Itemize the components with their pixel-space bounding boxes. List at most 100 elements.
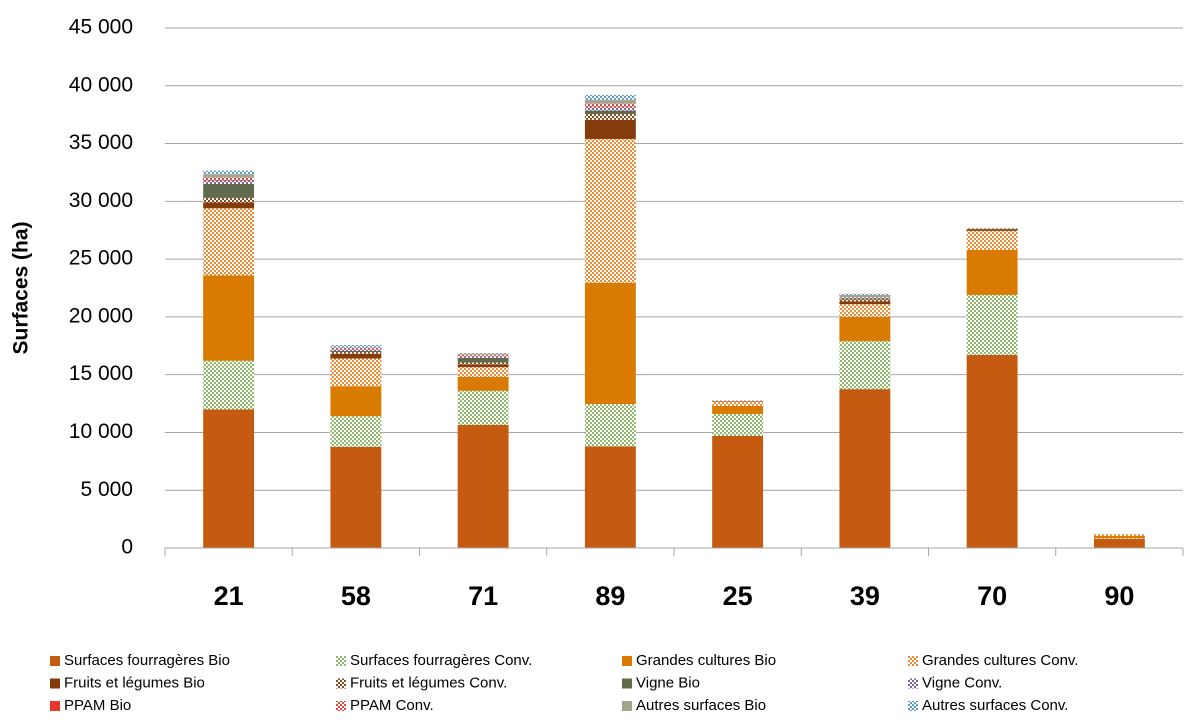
y-tick-label: 35 000 xyxy=(69,131,133,154)
bar-segment xyxy=(1093,534,1145,536)
bar-segment xyxy=(457,367,509,377)
y-tick-label: 45 000 xyxy=(69,16,133,39)
bar-segment xyxy=(839,316,891,342)
legend-label: Autres surfaces Bio xyxy=(636,697,766,714)
bar-segment xyxy=(203,360,255,410)
legend-label: Surfaces fourragères Bio xyxy=(64,652,230,669)
bar-segment xyxy=(330,446,382,548)
legend-swatch xyxy=(622,678,632,689)
legend-swatch xyxy=(50,656,60,666)
legend-label: Fruits et légumes Conv. xyxy=(350,674,507,691)
bar-segment xyxy=(584,138,636,283)
x-tick-label: 25 xyxy=(723,581,753,611)
bar-segment xyxy=(1093,538,1145,539)
bar-segment xyxy=(839,389,891,548)
legend-label: Autres surfaces Conv. xyxy=(922,697,1068,714)
x-tick-label: 90 xyxy=(1104,581,1134,611)
bar-segment xyxy=(712,400,764,402)
bar-segment xyxy=(457,353,509,355)
bar-segment xyxy=(712,435,764,548)
bar-segment xyxy=(584,110,636,115)
legend-swatch xyxy=(336,656,346,666)
bar-segment xyxy=(330,347,382,350)
bar-segment xyxy=(457,357,509,363)
bar-segment xyxy=(457,362,509,365)
legend-label: Vigne Conv. xyxy=(922,674,1002,691)
bar-segment xyxy=(839,297,891,299)
bar-segment xyxy=(203,202,255,209)
bar-segment xyxy=(584,114,636,120)
legend-swatch xyxy=(622,656,632,666)
bar-segment xyxy=(839,299,891,302)
bar-segment xyxy=(330,347,382,348)
bar-segment xyxy=(330,344,382,348)
bar-segment xyxy=(330,416,382,447)
legend-label: Fruits et légumes Bio xyxy=(64,674,205,691)
bar-segment xyxy=(712,401,764,402)
y-tick-label: 10 000 xyxy=(69,420,133,443)
bar-segment xyxy=(457,390,509,425)
bar-segment xyxy=(966,228,1018,230)
legend-label: Grandes cultures Bio xyxy=(636,652,776,669)
bar-segment xyxy=(839,301,891,305)
bar-segment xyxy=(966,230,1018,250)
bar-segment xyxy=(712,413,764,436)
bar-segment xyxy=(457,376,509,391)
x-tick-label: 21 xyxy=(214,581,244,611)
bar-segment xyxy=(457,424,509,548)
bar-segment xyxy=(584,95,636,100)
y-tick-label: 0 xyxy=(121,536,133,559)
bar-segment xyxy=(839,294,891,298)
x-tick-label: 71 xyxy=(468,581,498,611)
bar-segment xyxy=(839,293,891,295)
bar-segment xyxy=(203,197,255,203)
legend-label: PPAM Bio xyxy=(64,697,131,714)
bar-segment xyxy=(457,364,509,368)
x-tick-label: 89 xyxy=(595,581,625,611)
bar-segment xyxy=(584,119,636,139)
bar-segment xyxy=(203,409,255,548)
legend-swatch xyxy=(908,678,918,689)
bar-segment xyxy=(966,249,1018,295)
y-tick-label: 20 000 xyxy=(69,304,133,327)
bar-segment xyxy=(839,341,891,390)
bar-segment xyxy=(330,386,382,417)
x-tick-label: 70 xyxy=(977,581,1007,611)
bar-segment xyxy=(203,177,255,180)
x-tick-label: 39 xyxy=(850,581,880,611)
bar-segment xyxy=(712,401,764,406)
legend-swatch xyxy=(622,701,632,711)
bar-segment xyxy=(584,99,636,104)
bar-segment xyxy=(203,170,255,175)
bar-segment xyxy=(330,350,382,353)
bar-segment xyxy=(203,208,255,276)
x-tick-label: 58 xyxy=(341,581,371,611)
bar-segment xyxy=(966,294,1018,356)
legend-swatch xyxy=(50,678,60,689)
bar-segment xyxy=(330,352,382,354)
bar-segment xyxy=(584,106,636,108)
bar-segment xyxy=(839,297,891,298)
bar-segment xyxy=(457,353,509,354)
y-tick-label: 30 000 xyxy=(69,189,133,212)
y-tick-label: 40 000 xyxy=(69,73,133,96)
legend-swatch xyxy=(908,656,918,666)
bar-segment xyxy=(966,355,1018,548)
bar-segment xyxy=(584,282,636,405)
legend-label: Surfaces fourragères Conv. xyxy=(350,652,532,669)
bar-segment xyxy=(203,180,255,184)
legend-label: PPAM Conv. xyxy=(350,697,434,714)
bar-segment xyxy=(584,107,636,111)
legend-swatch xyxy=(336,701,346,711)
bar-segment xyxy=(330,349,382,351)
bar-segment xyxy=(584,446,636,548)
bar-segment xyxy=(203,174,255,178)
legend-swatch xyxy=(50,701,60,711)
y-tick-label: 15 000 xyxy=(69,362,133,385)
bar-segment xyxy=(839,304,891,317)
y-tick-label: 5 000 xyxy=(80,478,133,501)
legend-label: Grandes cultures Conv. xyxy=(922,652,1078,669)
bar-segment xyxy=(203,184,255,198)
bar-segment xyxy=(330,353,382,359)
